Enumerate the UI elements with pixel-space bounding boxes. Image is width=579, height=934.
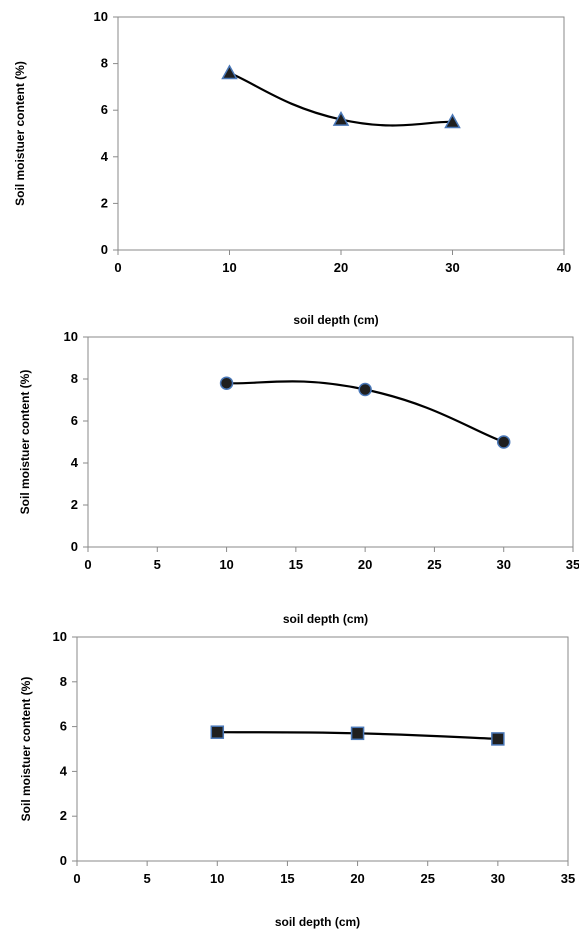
y-tick-label: 6 xyxy=(101,102,108,117)
y-axis-label: Soil moistuer content (%) xyxy=(18,370,32,515)
y-tick-label: 2 xyxy=(101,195,108,210)
x-axis-label: soil depth (cm) xyxy=(283,612,368,626)
x-tick-label: 5 xyxy=(144,871,151,886)
x-axis-label: soil depth (cm) xyxy=(293,313,378,327)
y-tick-label: 10 xyxy=(53,629,67,644)
x-tick-label: 25 xyxy=(420,871,434,886)
y-tick-label: 8 xyxy=(71,371,78,386)
x-axis-label: soil depth (cm) xyxy=(275,915,360,929)
data-point-square xyxy=(210,725,225,739)
x-tick-label: 0 xyxy=(84,557,91,572)
y-axis-label: Soil moistuer content (%) xyxy=(19,677,33,822)
x-tick-label: 40 xyxy=(557,260,571,275)
plot-area-frame xyxy=(76,636,569,862)
x-tick-label: 20 xyxy=(358,557,372,572)
x-tick-label: 0 xyxy=(114,260,121,275)
x-tick-label: 35 xyxy=(561,871,575,886)
x-tick-label: 35 xyxy=(566,557,579,572)
x-tick-label: 15 xyxy=(280,871,294,886)
y-tick-label: 10 xyxy=(94,9,108,24)
x-tick-label: 25 xyxy=(427,557,441,572)
y-tick-label: 0 xyxy=(71,539,78,554)
y-tick-label: 10 xyxy=(64,329,78,344)
data-point-circle xyxy=(358,382,372,397)
x-tick-label: 30 xyxy=(445,260,459,275)
y-tick-label: 6 xyxy=(60,719,67,734)
x-tick-label: 20 xyxy=(334,260,348,275)
y-axis-label: Soil moistuer content (%) xyxy=(13,61,27,206)
data-point-triangle xyxy=(332,110,350,126)
x-tick-label: 15 xyxy=(289,557,303,572)
y-tick-label: 8 xyxy=(101,56,108,71)
x-tick-label: 10 xyxy=(210,871,224,886)
x-tick-label: 20 xyxy=(350,871,364,886)
plot-area-frame xyxy=(87,336,574,548)
y-tick-label: 0 xyxy=(101,242,108,257)
x-tick-label: 30 xyxy=(491,871,505,886)
y-tick-label: 4 xyxy=(101,149,109,164)
data-point-triangle xyxy=(221,64,238,80)
y-tick-label: 2 xyxy=(60,808,67,823)
y-tick-label: 8 xyxy=(60,674,67,689)
chart-3-square-markers: 0 2 4 6 8 10 0 5 10 15 20 25 30 35 soil depth (cm) Soil… xyxy=(19,629,575,929)
y-tick-label: 0 xyxy=(60,853,67,868)
data-point-circle xyxy=(219,376,234,390)
data-point-square xyxy=(350,726,365,741)
y-tick-label: 6 xyxy=(71,413,78,428)
y-tick-label: 2 xyxy=(71,497,78,512)
x-tick-label: 10 xyxy=(222,260,236,275)
data-point-circle xyxy=(496,435,511,449)
x-tick-label: 0 xyxy=(73,871,80,886)
y-tick-label: 4 xyxy=(60,763,68,778)
plot-area-frame xyxy=(117,16,565,251)
data-point-triangle xyxy=(444,113,461,129)
x-tick-label: 5 xyxy=(154,557,161,572)
x-tick-label: 30 xyxy=(496,557,510,572)
x-tick-label: 10 xyxy=(219,557,233,572)
data-point-square xyxy=(491,732,505,746)
y-tick-label: 4 xyxy=(71,455,79,470)
chart-2-circle-markers: 0 2 4 6 8 10 0 5 10 15 20 25 30 35 soil depth (cm) Soil… xyxy=(18,329,579,626)
chart-1-triangle-markers: 0 2 4 6 8 10 0 10 20 30 40 soil depth (cm) Soil mois… xyxy=(13,9,571,327)
